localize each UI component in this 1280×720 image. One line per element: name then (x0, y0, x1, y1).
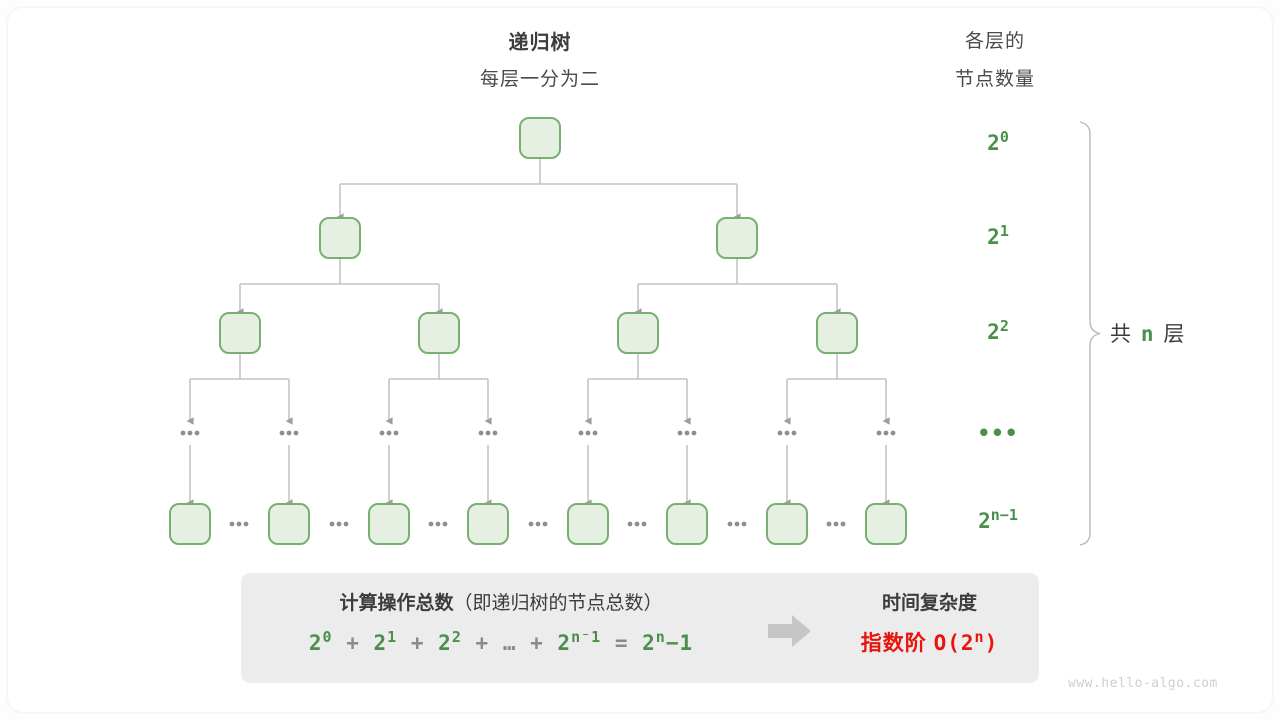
tree-node (268, 503, 310, 545)
time-complexity-block: 时间复杂度 指数阶 O(2n) (820, 588, 1039, 657)
tree-node (716, 217, 758, 259)
brace-suffix: 层 (1163, 323, 1187, 346)
brace-prefix: 共 (1110, 323, 1133, 346)
ellipsis-dot (734, 521, 740, 527)
complexity-notation: O(2n) (933, 628, 999, 655)
ellipsis-dot (492, 430, 498, 436)
ellipsis-dot (883, 430, 889, 436)
tree-node (816, 312, 858, 354)
level-count-label-3: ••• (977, 421, 1019, 445)
ellipsis-dot (293, 430, 299, 436)
tree-node (319, 217, 361, 259)
page-subtitle: 每层一分为二 (479, 69, 600, 90)
ellipsis-dot (336, 521, 342, 527)
ellipsis-dot (791, 430, 797, 436)
ellipsis-dot (542, 521, 548, 527)
ellipsis-dot (784, 430, 790, 436)
ellipsis-dot (428, 521, 434, 527)
tree-node (865, 503, 907, 545)
brace-variable: n (1140, 322, 1156, 346)
ellipsis-dot (691, 430, 697, 436)
total-levels-label: 共 n 层 (1110, 318, 1186, 348)
ellipsis-dot (535, 521, 541, 527)
ellipsis-dot (578, 430, 584, 436)
level-count-label-4: 2n−1 (978, 506, 1018, 533)
ellipsis-dot (478, 430, 484, 436)
tree-node (169, 503, 211, 545)
ellipsis-dot (840, 521, 846, 527)
ellipsis-dot (379, 430, 385, 436)
ellipsis-dot (180, 430, 186, 436)
tree-node (666, 503, 708, 545)
ellipsis-dot (286, 430, 292, 436)
operations-count-title-bold: 计算操作总数 (339, 593, 454, 614)
level-count-label-0: 20 (987, 128, 1009, 155)
ellipsis-dot (890, 430, 896, 436)
ellipsis-dot (329, 521, 335, 527)
ellipsis-dot (194, 430, 200, 436)
ellipsis-dot (627, 521, 633, 527)
ellipsis-dot (435, 521, 441, 527)
page-title: 递归树 (508, 32, 572, 54)
ellipsis-dot (386, 430, 392, 436)
ellipsis-dot (634, 521, 640, 527)
ellipsis-dot (833, 521, 839, 527)
ellipsis-dot (641, 521, 647, 527)
time-complexity-title: 时间复杂度 (881, 593, 977, 614)
summary-panel (241, 573, 1039, 683)
time-complexity-value: 指数阶 O(2n) (820, 627, 1039, 657)
ellipsis-dot (442, 521, 448, 527)
tree-node (467, 503, 509, 545)
ellipsis-dot (727, 521, 733, 527)
watermark: www.hello-algo.com (1068, 676, 1218, 691)
tree-node (766, 503, 808, 545)
ellipsis-dot (585, 430, 591, 436)
ellipsis-dot (684, 430, 690, 436)
tree-node (617, 312, 659, 354)
tree-node (219, 312, 261, 354)
ellipsis-dot (485, 430, 491, 436)
tree-node (368, 503, 410, 545)
operations-count-title-rest: （即递归树的节点总数） (453, 593, 663, 614)
ellipsis-dot (777, 430, 783, 436)
level-count-label-2: 22 (987, 317, 1009, 344)
ellipsis-dot (187, 430, 193, 436)
tree-node (418, 312, 460, 354)
tree-node (519, 117, 561, 159)
operations-count-block: 计算操作总数（即递归树的节点总数） 20 + 21 + 22 + … + 2n⁻… (241, 588, 761, 655)
ellipsis-dot (343, 521, 349, 527)
operations-count-title: 计算操作总数（即递归树的节点总数） (241, 588, 761, 615)
right-header-line1: 各层的 (964, 31, 1025, 52)
ellipsis-dot (592, 430, 598, 436)
right-arrow-icon (768, 615, 811, 647)
tree-node (567, 503, 609, 545)
right-header-line2: 节点数量 (954, 69, 1035, 90)
ellipsis-dot (229, 521, 235, 527)
ellipsis-dot (826, 521, 832, 527)
ellipsis-dot (279, 430, 285, 436)
ellipsis-dot (677, 430, 683, 436)
ellipsis-dot (393, 430, 399, 436)
operations-count-formula: 20 + 21 + 22 + … + 2n⁻1 = 2n−1 (308, 628, 694, 655)
level-count-label-1: 21 (987, 222, 1009, 249)
ellipsis-dot (876, 430, 882, 436)
ellipsis-dot (236, 521, 242, 527)
ellipsis-dot (528, 521, 534, 527)
ellipsis-dot (243, 521, 249, 527)
ellipsis-dot (741, 521, 747, 527)
complexity-order-label: 指数阶 (860, 632, 927, 655)
